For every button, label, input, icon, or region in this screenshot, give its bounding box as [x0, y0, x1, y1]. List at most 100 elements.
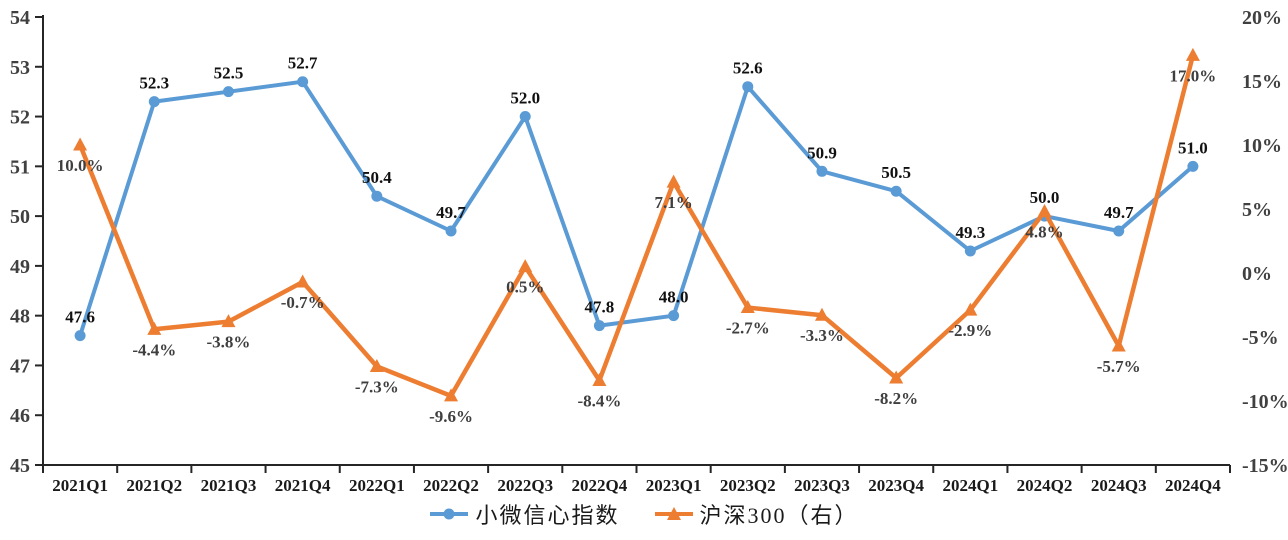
- right-axis-tick-label: -10%: [1242, 391, 1288, 413]
- data-label: 49.3: [955, 223, 985, 242]
- series-line: [77, 53, 1196, 399]
- x-axis-category-label: 2024Q1: [942, 476, 998, 495]
- right-axis-tick-label: 5%: [1242, 199, 1272, 221]
- data-point-marker: [518, 259, 533, 273]
- blue-line-circle-marker-icon: [430, 508, 469, 520]
- x-axis-category-label: 2022Q4: [572, 476, 628, 495]
- x-axis-category-label: 2022Q2: [423, 476, 479, 495]
- data-label: -2.7%: [726, 319, 770, 338]
- chart-legend: 小微信心指数 沪深300（右）: [0, 498, 1288, 530]
- data-label: 49.7: [1104, 203, 1134, 222]
- data-point-marker: [963, 302, 978, 316]
- data-label: 49.7: [436, 203, 466, 222]
- data-label: 51.0: [1178, 138, 1208, 157]
- data-label: -8.4%: [577, 392, 621, 411]
- series-csi300: [73, 47, 1200, 402]
- data-label: 48.0: [659, 288, 689, 307]
- left-axis-tick-label: 52: [10, 107, 30, 129]
- data-label: 10.0%: [57, 156, 104, 175]
- left-axis-tick-label: 54: [10, 7, 30, 29]
- data-label: -0.7%: [281, 293, 325, 312]
- series-line: [78, 79, 1195, 338]
- data-point-marker: [1187, 160, 1199, 172]
- data-label: 47.8: [585, 298, 615, 317]
- x-axis-category-label: 2021Q4: [275, 476, 331, 495]
- legend-label-csi300: 沪深300（右）: [699, 503, 859, 528]
- data-label: 50.5: [881, 163, 911, 182]
- data-label: 50.9: [807, 143, 837, 162]
- data-point-marker: [1037, 204, 1052, 218]
- data-point-marker: [222, 86, 234, 98]
- data-point-marker: [221, 314, 236, 328]
- legend-item-confidence-index: 小微信心指数: [429, 498, 619, 530]
- data-label: 0.5%: [506, 278, 544, 297]
- x-axis-category-label: 2021Q1: [52, 476, 108, 495]
- data-point-marker: [148, 96, 160, 108]
- x-axis-category-label: 2022Q1: [349, 476, 405, 495]
- left-axis-tick-label: 53: [10, 57, 30, 79]
- data-label: 52.7: [288, 54, 318, 73]
- x-axis-category-label: 2022Q3: [497, 476, 553, 495]
- x-axis-category-label: 2023Q1: [646, 476, 702, 495]
- x-axis-category-label: 2023Q3: [794, 476, 850, 495]
- data-point-marker: [814, 307, 829, 321]
- data-point-marker: [297, 76, 309, 88]
- data-point-marker: [445, 225, 457, 237]
- right-axis-tick-label: -5%: [1242, 327, 1279, 349]
- data-label: -8.2%: [874, 389, 918, 408]
- data-point-marker: [74, 330, 86, 342]
- left-axis-tick-label: 48: [10, 306, 30, 328]
- data-labels-layer: 47.6 52.3 52.5 52.7 50.4 49.7 52.0 47.8 48.0 52.6…: [57, 54, 1217, 426]
- data-label: -9.6%: [429, 407, 473, 426]
- right-axis-tick-label: 15%: [1242, 71, 1282, 93]
- data-label: -3.3%: [800, 326, 844, 345]
- legend-item-csi300: 沪深300（右）: [654, 498, 859, 530]
- data-label: 50.4: [362, 168, 392, 187]
- data-point-marker: [666, 174, 681, 188]
- data-point-marker: [890, 185, 902, 197]
- left-axis-tick-label: 46: [10, 405, 30, 427]
- x-axis-category-label: 2024Q3: [1091, 476, 1147, 495]
- data-label: 17.0%: [1170, 66, 1217, 85]
- data-point-marker: [889, 370, 904, 384]
- data-label: -2.9%: [948, 321, 992, 340]
- data-point-marker: [1185, 47, 1200, 61]
- data-point-marker: [816, 165, 828, 177]
- data-label: 47.6: [65, 308, 95, 327]
- data-label: 50.0: [1030, 188, 1060, 207]
- data-label: 52.6: [733, 59, 763, 78]
- data-point-marker: [964, 245, 976, 257]
- x-axis-category-label: 2024Q4: [1165, 476, 1221, 495]
- left-axis-tick-label: 50: [10, 206, 30, 228]
- right-axis-tick-label: 10%: [1242, 135, 1282, 157]
- data-point-marker: [444, 388, 459, 402]
- right-axis-tick-label: -15%: [1242, 455, 1288, 477]
- left-axis-tick-label: 49: [10, 256, 30, 278]
- data-point-marker: [147, 321, 162, 335]
- axes: 54 53 52 51 50 49 48 47 46 45 20% 15% 10% 5% 0% -5% -10%…: [10, 7, 1288, 495]
- data-label: 52.3: [139, 74, 169, 93]
- left-axis-tick-label: 47: [10, 355, 30, 377]
- x-axis-category-label: 2023Q4: [868, 476, 924, 495]
- data-label: -7.3%: [355, 377, 399, 396]
- data-point-marker: [1111, 338, 1126, 352]
- data-point-marker: [519, 111, 531, 123]
- data-point-marker: [592, 373, 607, 387]
- legend-label-confidence-index: 小微信心指数: [475, 503, 620, 528]
- data-point-marker: [742, 81, 754, 93]
- data-point-marker: [593, 320, 605, 332]
- data-label: 7.1%: [654, 193, 692, 212]
- data-label: -4.4%: [132, 340, 176, 359]
- data-point-marker: [668, 310, 680, 322]
- data-label: -5.7%: [1097, 357, 1141, 376]
- data-point-marker: [73, 137, 88, 151]
- data-point-marker: [295, 274, 310, 288]
- left-axis-tick-label: 45: [10, 455, 30, 477]
- series-confidence-index: [74, 76, 1199, 342]
- data-label: 52.0: [510, 89, 540, 108]
- right-axis-tick-label: 0%: [1242, 263, 1272, 285]
- left-axis-tick-label: 51: [10, 156, 30, 178]
- data-point-marker: [371, 190, 383, 202]
